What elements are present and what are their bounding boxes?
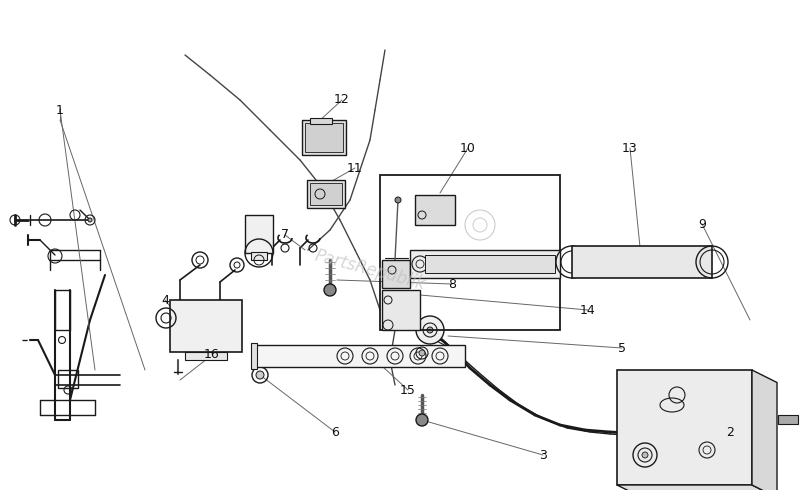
- Bar: [305, 123, 343, 152]
- Bar: [58, 370, 78, 388]
- Text: 11: 11: [347, 162, 363, 174]
- Bar: [185, 352, 227, 360]
- Bar: [245, 215, 273, 253]
- Circle shape: [256, 371, 264, 379]
- Bar: [380, 175, 560, 330]
- Bar: [382, 260, 410, 288]
- Text: PartsRepublik: PartsRepublik: [313, 246, 427, 294]
- Bar: [170, 300, 242, 352]
- Circle shape: [642, 452, 648, 458]
- Text: 4: 4: [161, 294, 169, 307]
- Bar: [410, 250, 560, 278]
- Text: 8: 8: [448, 277, 456, 291]
- Text: 12: 12: [334, 94, 350, 106]
- Text: 6: 6: [331, 425, 339, 439]
- Bar: [778, 415, 798, 424]
- Bar: [572, 246, 712, 278]
- Circle shape: [416, 316, 444, 344]
- Bar: [617, 370, 752, 485]
- Circle shape: [416, 414, 428, 426]
- Bar: [382, 290, 420, 330]
- Polygon shape: [617, 485, 777, 490]
- Bar: [310, 183, 342, 205]
- Text: 3: 3: [539, 448, 547, 462]
- Text: 7: 7: [281, 228, 289, 242]
- Circle shape: [395, 197, 401, 203]
- Polygon shape: [752, 370, 777, 490]
- Bar: [307, 180, 345, 208]
- Text: 14: 14: [580, 303, 596, 317]
- Text: 15: 15: [400, 384, 416, 396]
- Bar: [415, 195, 455, 225]
- Bar: [302, 120, 346, 155]
- Text: 13: 13: [622, 142, 638, 154]
- Text: 10: 10: [460, 142, 476, 154]
- Text: 16: 16: [204, 348, 220, 362]
- Bar: [425, 255, 555, 273]
- Text: 1: 1: [56, 103, 64, 117]
- Bar: [251, 252, 267, 260]
- Text: 5: 5: [618, 342, 626, 354]
- Circle shape: [88, 218, 92, 222]
- Text: 9: 9: [698, 218, 706, 230]
- Bar: [310, 118, 332, 124]
- Bar: [255, 345, 465, 367]
- Circle shape: [324, 284, 336, 296]
- Circle shape: [427, 327, 433, 333]
- Bar: [251, 343, 257, 369]
- Circle shape: [419, 350, 425, 356]
- Text: 2: 2: [726, 425, 734, 439]
